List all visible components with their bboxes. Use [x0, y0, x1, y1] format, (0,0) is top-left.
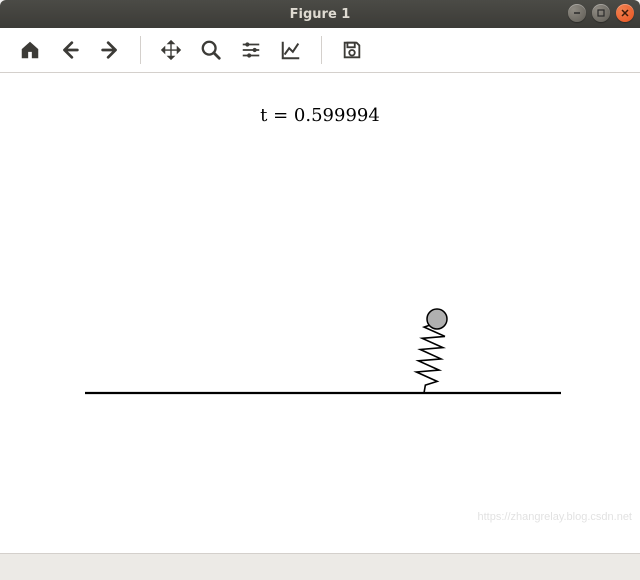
chart-line-icon [280, 39, 302, 61]
maximize-button[interactable] [592, 4, 610, 22]
minimize-button[interactable] [568, 4, 586, 22]
arrow-left-icon [59, 39, 81, 61]
titlebar: Figure 1 [0, 0, 640, 28]
save-button[interactable] [338, 36, 366, 64]
toolbar [0, 28, 640, 73]
zoom-button[interactable] [197, 36, 225, 64]
spring-path [416, 323, 445, 393]
back-button[interactable] [56, 36, 84, 64]
search-icon [200, 39, 222, 61]
plot-svg [0, 73, 640, 553]
forward-button[interactable] [96, 36, 124, 64]
home-icon [19, 39, 41, 61]
axes-button[interactable] [277, 36, 305, 64]
save-icon [341, 39, 363, 61]
close-icon [620, 8, 630, 18]
toolbar-separator [140, 36, 141, 64]
sliders-icon [240, 39, 262, 61]
pan-button[interactable] [157, 36, 185, 64]
configure-button[interactable] [237, 36, 265, 64]
arrow-right-icon [99, 39, 121, 61]
figure-canvas[interactable]: t = 0.599994 https://zhangrelay.blog.csd… [0, 73, 640, 553]
maximize-icon [596, 8, 606, 18]
window-title: Figure 1 [0, 7, 640, 22]
close-button[interactable] [616, 4, 634, 22]
window-controls [568, 4, 634, 22]
home-button[interactable] [16, 36, 44, 64]
minimize-icon [572, 8, 582, 18]
move-icon [160, 39, 182, 61]
statusbar [0, 553, 640, 580]
figure-window: Figure 1 [0, 0, 640, 580]
toolbar-separator [321, 36, 322, 64]
mass-circle [427, 309, 447, 329]
